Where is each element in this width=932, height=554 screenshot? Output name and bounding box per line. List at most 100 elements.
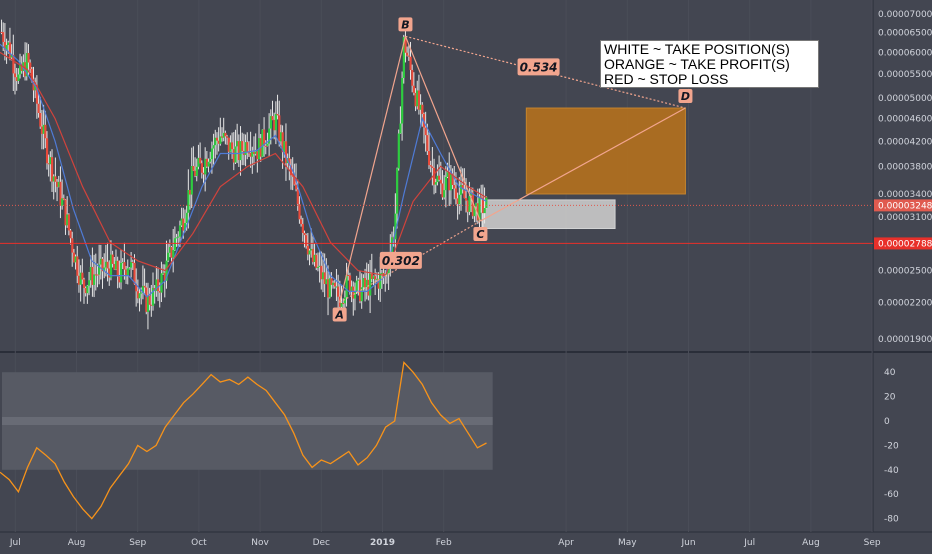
candle-body: [221, 136, 224, 138]
candle-body: [478, 196, 481, 221]
candle-body: [465, 198, 468, 201]
candle-body: [372, 276, 375, 280]
candle-body: [178, 225, 182, 237]
candle-body: [37, 103, 40, 114]
x-axis-label: Jun: [680, 538, 695, 548]
candle-body: [268, 128, 271, 144]
candle-body: [407, 55, 411, 57]
candle-body: [10, 54, 13, 58]
candle-body: [458, 194, 461, 205]
oscillator-axis-label: -80: [884, 515, 899, 525]
candle-body: [135, 284, 138, 292]
candle-body: [141, 285, 145, 293]
candle-body: [64, 199, 67, 226]
candle-body: [321, 272, 325, 280]
candle-body: [165, 260, 168, 281]
candle-body: [281, 132, 284, 153]
candle-body: [451, 173, 454, 186]
oscillator-axis-label: 40: [884, 368, 896, 378]
candle-body: [226, 136, 229, 138]
candle-body: [318, 265, 321, 267]
candle-body: [20, 63, 23, 71]
x-axis-label: Sep: [864, 538, 881, 548]
candle-body: [88, 280, 91, 286]
candle-body: [439, 179, 442, 184]
ratio-label: 0.534: [520, 60, 558, 74]
candle-body: [199, 157, 202, 164]
candle-body: [76, 256, 79, 276]
candle-body: [370, 273, 373, 280]
candle-body: [205, 158, 209, 167]
candle-body: [29, 62, 32, 69]
candle-body: [396, 168, 399, 214]
candle-body: [325, 279, 328, 285]
candle-body: [241, 141, 244, 151]
candle-body: [40, 126, 44, 134]
candle-body: [429, 165, 432, 167]
candle-body: [284, 141, 288, 164]
ratio-label: 0.302: [382, 254, 420, 268]
candle-body: [103, 267, 106, 272]
candle-body: [229, 142, 232, 152]
candle-body: [419, 104, 422, 110]
point-label-bg: [332, 307, 347, 322]
ema-fast-line: [0, 43, 487, 298]
legend-entry-stop-loss: RED ~ STOP LOSS: [604, 71, 729, 87]
candle-body: [98, 264, 101, 275]
candle-body: [163, 272, 166, 281]
x-axis-label: May: [618, 538, 637, 548]
price-axis-label: 0.00006000: [878, 48, 932, 58]
candle-body: [67, 214, 71, 231]
candle-body: [195, 166, 198, 177]
candle-body: [7, 42, 10, 45]
candle-body: [397, 133, 400, 169]
candle-body: [411, 70, 414, 86]
candle-body: [69, 230, 72, 239]
candle-body: [404, 37, 407, 53]
price-axis-label: 0.00001900: [878, 335, 932, 345]
candle-body: [231, 142, 234, 150]
candle-body: [32, 81, 35, 91]
candle-body: [24, 62, 27, 77]
harmonic-pattern: 0.534 0.302 A B C D: [332, 17, 693, 322]
candle-body: [89, 266, 92, 281]
candle-body: [480, 196, 483, 198]
candle-body: [35, 84, 39, 104]
candle-body: [428, 151, 431, 166]
point-label-a: A: [334, 308, 344, 321]
candle-body: [453, 185, 456, 189]
candle-body: [295, 184, 298, 190]
stop-loss-tag-label: 0.00002788: [878, 239, 932, 249]
candle-body: [82, 279, 86, 288]
candle-body: [2, 32, 5, 43]
candle-body: [77, 275, 81, 285]
candle-body: [175, 237, 178, 239]
candle-body: [74, 256, 77, 263]
candle-body: [138, 293, 141, 299]
pattern-line-cd: [480, 107, 686, 222]
candle-body: [49, 157, 52, 165]
candle-body: [121, 262, 124, 264]
candle-body: [481, 197, 485, 214]
candle-body: [355, 280, 358, 292]
candle-body: [81, 272, 84, 280]
candle-body: [394, 213, 397, 240]
candle-body: [417, 90, 421, 110]
candle-body: [327, 279, 330, 298]
candle-body: [278, 115, 281, 142]
candle-body: [274, 114, 278, 131]
candle-body: [377, 278, 380, 289]
candle-body: [152, 287, 155, 306]
candle-body: [52, 176, 55, 182]
candle-body: [108, 268, 111, 278]
point-label-c: C: [476, 228, 484, 241]
candle-body: [157, 279, 160, 292]
x-axis-label: 2019: [370, 538, 395, 548]
candle-body: [402, 37, 405, 78]
candle-body: [111, 254, 114, 264]
candle-body: [61, 198, 64, 206]
candle-body: [27, 52, 30, 63]
current-price-tag-label: 0.00003248: [878, 201, 932, 211]
candle-body: [17, 74, 20, 81]
candle-body: [3, 42, 7, 50]
